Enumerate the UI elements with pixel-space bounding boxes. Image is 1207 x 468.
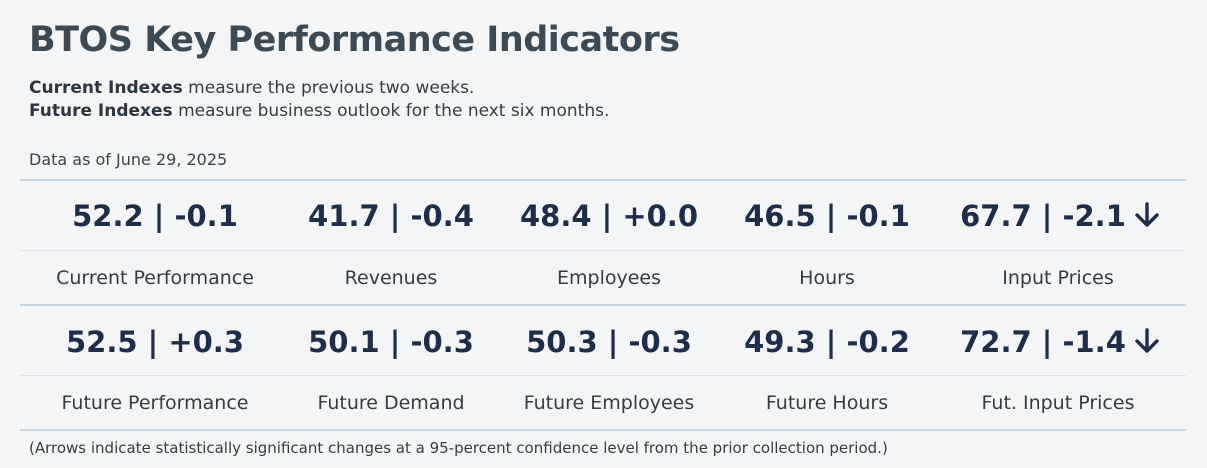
future-indexes-text: measure business outlook for the next si… <box>172 101 610 121</box>
future-indexes-term: Future Indexes <box>29 101 173 121</box>
kpi-label-future-employees: Future Employees <box>523 392 695 414</box>
kpi-label-fut-input-prices: Fut. Input Prices <box>981 392 1135 414</box>
kpi-value-future-hours: 49.3 | -0.2 <box>744 325 910 359</box>
kpi-label-future-demand: Future Demand <box>317 392 465 414</box>
future-indexes-description: Future Indexes measure business outlook … <box>29 100 609 122</box>
row-separator <box>20 304 1186 306</box>
kpi-label-hours: Hours <box>799 267 855 289</box>
data-as-of-date: Data as of June 29, 2025 <box>29 150 228 169</box>
future-row-inner-divider <box>20 375 1186 376</box>
down-arrow-icon <box>1134 201 1160 237</box>
kpi-label-employees: Employees <box>557 267 661 289</box>
footnote: (Arrows indicate statistically significa… <box>29 439 888 457</box>
kpi-label-revenues: Revenues <box>344 267 438 289</box>
kpi-value-input-prices: 67.7 | -2.1 <box>935 198 1185 237</box>
kpi-value-future-employees: 50.3 | -0.3 <box>526 325 692 359</box>
kpi-value-employees: 48.4 | +0.0 <box>519 199 698 233</box>
current-row-inner-divider <box>20 250 1186 251</box>
page-title: BTOS Key Performance Indicators <box>29 20 680 60</box>
kpi-label-future-performance: Future Performance <box>61 392 249 414</box>
table-bottom-divider <box>20 429 1186 431</box>
kpi-value-fut-input-prices: 72.7 | -1.4 <box>935 324 1185 363</box>
table-top-divider <box>20 179 1186 181</box>
kpi-value-revenues: 41.7 | -0.4 <box>308 199 474 233</box>
kpi-label-input-prices: Input Prices <box>1002 267 1114 289</box>
current-indexes-term: Current Indexes <box>29 78 183 98</box>
kpi-value-future-demand: 50.1 | -0.3 <box>308 325 474 359</box>
kpi-label-future-hours: Future Hours <box>765 392 889 414</box>
kpi-value-future-performance: 52.5 | +0.3 <box>65 325 244 359</box>
kpi-label-current-performance: Current Performance <box>56 267 254 289</box>
kpi-value-current-performance: 52.2 | -0.1 <box>72 199 238 233</box>
current-indexes-text: measure the previous two weeks. <box>182 78 475 98</box>
kpi-value-hours: 46.5 | -0.1 <box>744 199 910 233</box>
down-arrow-icon <box>1134 327 1160 363</box>
current-indexes-description: Current Indexes measure the previous two… <box>29 77 474 99</box>
